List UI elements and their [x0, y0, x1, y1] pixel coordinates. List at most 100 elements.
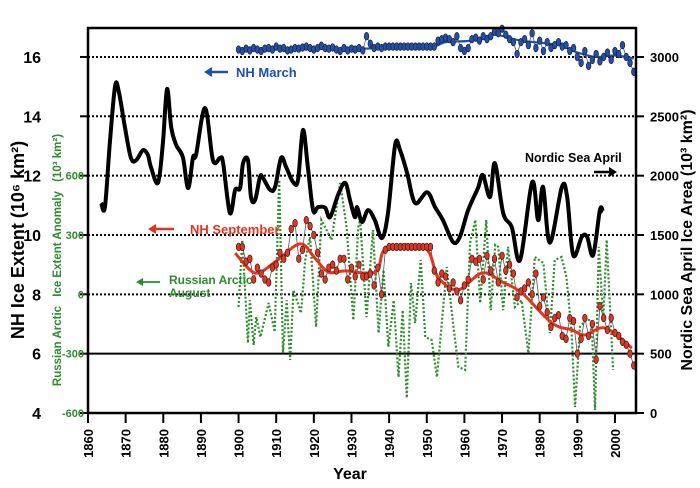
- green-axis-label-part3: (10³ km²): [52, 134, 64, 182]
- x-tick-label: 1960: [457, 429, 472, 458]
- x-tick-label: 1930: [344, 429, 359, 458]
- nh-september-point: [477, 255, 482, 263]
- nh-march-point: [605, 49, 610, 57]
- nh-september-point: [349, 264, 354, 272]
- nh-september-point: [259, 270, 264, 278]
- x-tick-label: 1970: [495, 429, 510, 458]
- nh-september-point: [304, 216, 309, 224]
- nh-september-point: [598, 302, 603, 310]
- right-tick-label: 3000: [650, 50, 679, 65]
- x-tick-label: 2000: [608, 429, 623, 458]
- nh-march-point: [594, 50, 599, 58]
- x-tick-label: 1990: [570, 429, 585, 458]
- nh-september-point: [496, 279, 501, 287]
- nh-march-point: [511, 38, 516, 46]
- x-tick-label: 1910: [269, 429, 284, 458]
- nh-march-point: [575, 53, 580, 61]
- nh-september-point: [609, 314, 614, 322]
- nh-september-point: [323, 276, 328, 284]
- nh-september-point: [586, 332, 591, 340]
- x-tick-label: 1890: [194, 429, 209, 458]
- nh-september-point: [624, 341, 629, 349]
- nh-september-point: [379, 291, 384, 299]
- nh-september-point: [278, 249, 283, 257]
- nh-september-point: [458, 296, 463, 304]
- nh-march-point: [537, 37, 542, 45]
- arrow-head-icon: [136, 278, 143, 286]
- nh-march-point: [360, 47, 365, 55]
- x-tick-label: 1940: [382, 429, 397, 458]
- x-tick-label: 1870: [119, 429, 134, 458]
- nh-september-point: [485, 252, 490, 260]
- nh-september-point: [500, 252, 505, 260]
- nh-september-point: [526, 279, 531, 287]
- x-tick-label: 1920: [307, 429, 322, 458]
- nh-september-point: [319, 270, 324, 278]
- x-tick-label: 1980: [533, 429, 548, 458]
- nh-september-point: [312, 231, 317, 239]
- green-tick-label: -300: [62, 349, 84, 361]
- green-tick-label: 300: [66, 230, 84, 242]
- nh-september-point: [266, 279, 271, 287]
- nh-september-point: [455, 288, 460, 296]
- nh-september-point: [342, 255, 347, 263]
- nh-september-point: [289, 225, 294, 233]
- nh-september-point: [530, 291, 535, 299]
- right-tick-label: 0: [650, 406, 657, 421]
- annotation-russian-arctic: Russian Arctic August: [136, 273, 253, 300]
- nh-september-point: [447, 285, 452, 293]
- green-tick-label: 600: [66, 171, 84, 183]
- nh-september-point: [594, 356, 599, 364]
- nh-september-point: [443, 273, 448, 281]
- nh-september-point: [522, 285, 527, 293]
- nh-march-point: [522, 35, 527, 43]
- x-axis-label: Year: [333, 466, 367, 483]
- left-tick-label: 14: [23, 109, 41, 126]
- nh-september-point: [507, 261, 512, 269]
- nh-september-point: [293, 219, 298, 227]
- annotation-nordic-sea: Nordic Sea April: [525, 151, 622, 177]
- right-tick-label: 2500: [650, 109, 679, 124]
- nh-september-point: [492, 255, 497, 263]
- nh-september-point: [281, 255, 286, 263]
- nh-september-point: [601, 314, 606, 322]
- left-axis-label: NH Ice Extent (10⁶ km²): [8, 141, 28, 339]
- nh-september-point: [575, 350, 580, 358]
- nh-march-point: [628, 59, 633, 67]
- axes: [80, 28, 644, 423]
- nh-march-point: [455, 32, 460, 40]
- nh-march-point: [515, 50, 520, 58]
- nh-september-point: [616, 332, 621, 340]
- green-axis-label-part2: Ice Extent Anomaly: [52, 190, 64, 296]
- nh-september-point: [300, 246, 305, 254]
- nh-september-point: [488, 267, 493, 275]
- nh-september-point: [628, 350, 633, 358]
- nh-september-point: [353, 273, 358, 281]
- x-tick-label: 1950: [420, 429, 435, 458]
- nh-march-point: [364, 32, 369, 40]
- nh-march-point: [564, 41, 569, 49]
- right-tick-label: 500: [650, 347, 672, 362]
- nh-september-point: [571, 317, 576, 325]
- nh-march-point: [609, 56, 614, 64]
- series-nh-september: [235, 216, 636, 369]
- nh-september-point: [296, 255, 301, 263]
- nh-september-point: [605, 326, 610, 334]
- nh-september-point: [583, 314, 588, 322]
- nh-september-point: [466, 276, 471, 284]
- nh-september-point: [432, 267, 437, 275]
- annotation-nh-march: NH March: [204, 65, 297, 80]
- x-tick-label: 1900: [232, 429, 247, 458]
- nh-september-point: [315, 249, 320, 257]
- nh-march-point: [590, 56, 595, 64]
- nh-march-point: [545, 38, 550, 46]
- nh-september-point: [255, 264, 260, 272]
- nh-september-point: [308, 222, 313, 230]
- nh-september-point: [436, 279, 441, 287]
- nh-march-point: [624, 53, 629, 61]
- nh-september-point: [549, 323, 554, 331]
- nh-september-point: [537, 302, 542, 310]
- nh-march-point: [534, 44, 539, 52]
- nh-march-point: [526, 41, 531, 49]
